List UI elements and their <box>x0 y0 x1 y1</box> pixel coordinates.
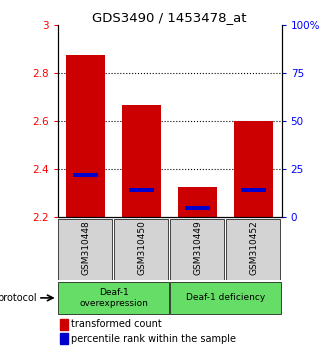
Bar <box>58 219 113 280</box>
Text: Deaf-1
overexpression: Deaf-1 overexpression <box>79 288 148 308</box>
Text: GSM310450: GSM310450 <box>137 220 146 275</box>
Bar <box>129 188 154 192</box>
Bar <box>234 121 273 217</box>
Bar <box>241 188 266 192</box>
Bar <box>185 206 210 210</box>
Text: percentile rank within the sample: percentile rank within the sample <box>71 334 236 344</box>
Text: GSM310452: GSM310452 <box>249 220 258 275</box>
Text: GSM310448: GSM310448 <box>81 220 90 275</box>
Bar <box>114 219 168 280</box>
Bar <box>60 319 68 330</box>
Bar <box>122 105 161 217</box>
Bar <box>170 219 224 280</box>
Bar <box>60 333 68 344</box>
Text: GSM310449: GSM310449 <box>193 220 202 275</box>
Bar <box>73 173 98 177</box>
Bar <box>226 219 280 280</box>
Bar <box>170 282 281 314</box>
Text: transformed count: transformed count <box>71 319 162 329</box>
Bar <box>66 55 105 217</box>
Bar <box>178 187 217 217</box>
Text: protocol: protocol <box>0 293 36 303</box>
Bar <box>58 282 169 314</box>
Title: GDS3490 / 1453478_at: GDS3490 / 1453478_at <box>92 11 247 24</box>
Text: Deaf-1 deficiency: Deaf-1 deficiency <box>186 293 265 302</box>
